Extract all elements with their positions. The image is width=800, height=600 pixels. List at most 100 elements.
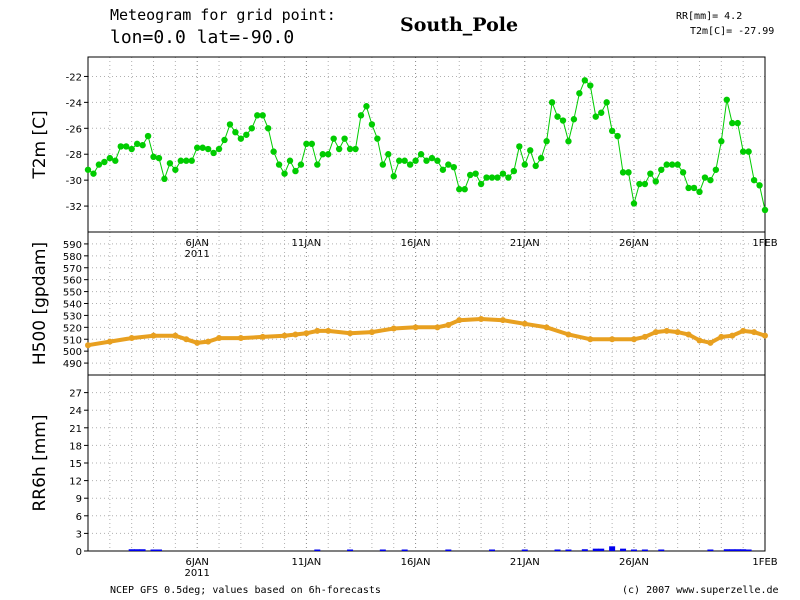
data-point [439,166,447,173]
data-point [652,178,660,185]
y-tick-label: 15 [69,459,82,470]
data-point [641,180,649,188]
data-point [188,157,195,164]
precip-bar [155,549,162,551]
precip-bar [723,549,730,551]
data-source-note: NCEP GFS 0.5deg; values based on 6h-fore… [110,585,381,596]
data-point [101,158,108,166]
panel-frame [87,374,766,552]
y-tick-label: -24 [66,98,82,109]
data-point [565,138,572,145]
data-point [641,333,648,340]
data-point [614,132,621,140]
data-point [636,180,643,188]
y-axis-title: RR6h [mm] [30,414,50,511]
data-point [576,90,583,97]
data-point [456,186,463,193]
y-tick-label: 540 [63,300,82,311]
y-tick-label: -30 [66,176,82,187]
data-point [739,148,747,155]
data-point [177,157,185,164]
data-point [390,173,397,180]
data-point [718,138,725,145]
data-point [412,157,419,164]
data-point [445,161,452,168]
data-point [723,96,730,103]
data-point [532,162,539,170]
data-point [401,157,408,164]
x-tick-label: 21JAN [510,557,540,568]
data-point [690,184,698,192]
data-point [374,135,381,142]
data-point [155,154,163,162]
precip-bar [707,549,714,551]
data-point [84,166,92,173]
data-point [477,180,485,188]
y-axis-title: H500 [gpdam] [30,242,50,365]
data-point [368,329,375,336]
y-tick-label: 490 [63,359,82,370]
data-point [210,149,217,157]
data-point [456,317,463,324]
data-point [319,151,326,158]
y-tick-label: 18 [69,441,82,452]
data-point [237,135,245,142]
precip-bar [630,549,637,551]
precip-bar [134,549,141,551]
data-point [248,125,255,132]
chart-panel-0: -22 -24 -26 -28 -30 -32 T2m [C] 6JAN 11JAN 16JAN 2… [30,56,778,260]
data-point [106,154,114,162]
data-point [117,143,124,150]
data-point [221,136,228,144]
precip-bar [641,549,648,551]
data-point [335,145,343,153]
data-point [314,327,321,334]
data-point [325,327,332,334]
data-point [417,151,425,158]
x-tick-label: 11JAN [291,238,321,249]
y-tick-label: 550 [63,288,82,299]
y-tick-label: 21 [69,424,82,435]
data-point [434,324,441,331]
data-point [756,182,763,189]
data-point [281,170,288,177]
data-point [543,138,550,145]
y-tick-label: 580 [63,252,82,263]
panel-frame [87,56,766,233]
data-point [205,338,212,345]
data-point [701,174,709,181]
precip-bar [401,549,408,551]
precip-bar [445,549,452,551]
y-tick-label: -32 [66,202,82,213]
data-point [303,330,310,337]
data-point [652,329,659,336]
data-point [243,131,250,138]
data-point [608,127,616,135]
data-point [286,157,294,164]
data-point [554,113,561,120]
data-point [565,331,572,338]
data-point [308,140,316,148]
data-point [303,140,310,148]
data-point [346,145,354,153]
precip-bar [620,548,627,551]
data-point [510,167,518,175]
data-point [281,332,288,339]
x-tick-label: 6JAN [185,238,208,249]
data-point [112,157,119,164]
data-point [396,157,403,164]
precip-bar [740,549,747,551]
y-tick-label: 9 [76,494,82,505]
data-point [194,339,201,346]
data-point [478,315,485,322]
data-point [696,188,703,196]
data-point [516,143,523,150]
y-tick-label: 27 [69,389,82,400]
location-title: South_Pole [400,14,519,36]
data-point [570,116,578,123]
data-point [609,336,616,343]
precip-bar [554,549,561,551]
y-tick-label: 500 [63,347,82,358]
y-tick-label: 6 [76,512,82,523]
year-label: 2011 [184,249,209,260]
